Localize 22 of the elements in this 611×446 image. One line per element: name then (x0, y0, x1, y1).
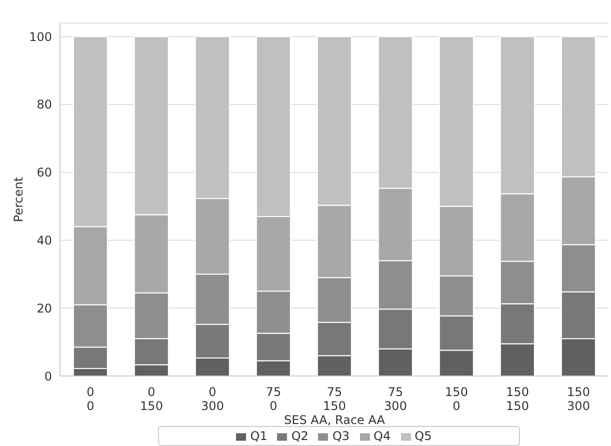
y-tick-label: 80 (36, 98, 52, 112)
x-tick-label: 150 150 (506, 385, 529, 413)
y-tick-label: 40 (36, 233, 52, 248)
y-axis-title: Percent (11, 176, 26, 222)
x-tick-label: 75 300 (384, 385, 407, 413)
y-tick-label: 0 (44, 369, 52, 384)
y-tick-label: 60 (36, 166, 52, 180)
legend-label: Q3 (332, 429, 350, 443)
legend-label: Q5 (414, 429, 432, 443)
x-tick-label: 0 300 (201, 385, 224, 413)
x-tick-label: 75 0 (266, 385, 282, 413)
x-axis-title: SES AA, Race AA (284, 413, 386, 427)
y-tick-label: 100 (29, 30, 52, 44)
legend-label: Q2 (291, 429, 308, 443)
legend-label: Q4 (374, 429, 391, 443)
y-tick-label: 20 (36, 301, 52, 316)
legend-label: Q1 (250, 429, 268, 443)
x-tick-label: 0 0 (86, 385, 94, 413)
x-tick-label: 75 150 (323, 385, 346, 413)
x-tick-label: 0 150 (140, 385, 163, 413)
x-tick-label: 150 0 (445, 385, 468, 413)
x-tick-label: 150 300 (567, 385, 590, 413)
